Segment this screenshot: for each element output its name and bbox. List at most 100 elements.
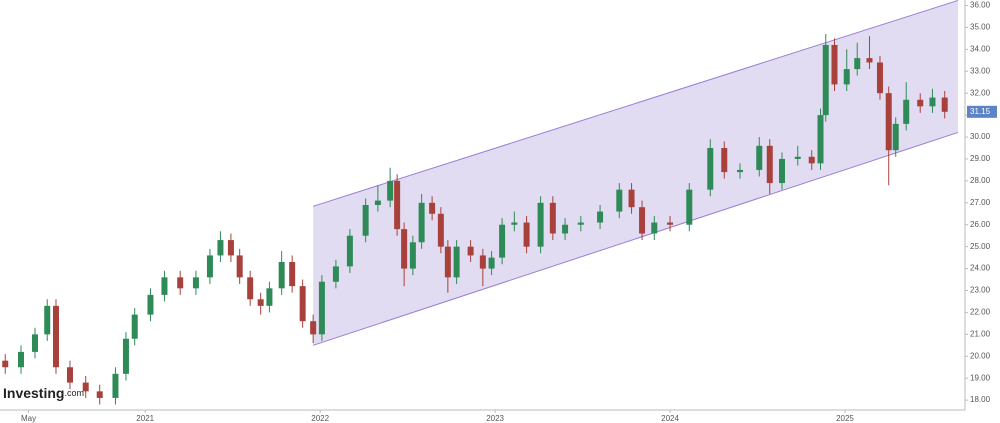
logo-suffix: .com [64,388,84,398]
candle-body [794,156,801,159]
y-tick-label: 28.00 [970,176,991,185]
candle-body [96,391,103,398]
channel-upper-line [313,0,959,207]
candle-body [831,44,838,85]
candle-body [346,235,353,267]
candle-body [903,99,910,124]
candle-body [885,93,892,151]
candle-body [756,145,763,170]
candle-body [418,202,425,243]
candle-body [17,351,24,368]
candle-body [537,202,544,247]
candle-body [479,255,486,269]
candle-body [876,62,883,94]
y-tick-label: 22.00 [970,308,991,317]
candle-body [707,147,714,190]
candle-body [227,240,234,256]
candle-body [577,222,584,225]
x-tick-label: May [21,414,36,423]
candle-body [217,240,224,256]
candle-body [639,207,646,234]
y-tick-label: 24.00 [970,264,991,273]
candle-body [236,255,243,278]
candle-body [941,97,948,112]
x-tick-label: 2022 [311,414,329,423]
candle-body [651,222,658,234]
candle-body [192,277,199,289]
candle-body [808,156,815,164]
y-tick-label: 29.00 [970,154,991,163]
y-tick-label: 18.00 [970,395,991,404]
candle-body [131,314,138,339]
candle-body [266,288,273,306]
candle-body [52,305,59,368]
y-tick-label: 27.00 [970,198,991,207]
candle-body [2,360,9,368]
y-tick-label: 32.00 [970,88,991,97]
y-tick-label: 19.00 [970,373,991,382]
candle-body [444,246,451,278]
y-tick-label: 35.00 [970,23,991,32]
y-tick-label: 33.00 [970,66,991,75]
candle-body [112,373,119,398]
candle-body [299,286,306,322]
candle-body [394,180,401,230]
x-tick-label: 2023 [486,414,504,423]
candle-body [779,158,786,184]
y-tick-label: 20.00 [970,351,991,360]
candle-body [562,224,569,234]
candle-body [917,99,924,107]
channel-area [313,0,959,346]
x-tick-label: 2024 [661,414,679,423]
y-tick-label: 36.00 [970,1,991,10]
x-tick-label: 2021 [136,414,154,423]
candle-body [616,189,623,212]
candle-body [122,338,129,374]
candle-body [257,299,264,306]
logo: Investing.com [3,385,84,401]
candle-body [892,123,899,151]
candle-body [66,367,73,383]
y-tick-label: 26.00 [970,220,991,229]
candle-body [597,211,604,223]
candle-body [686,189,693,225]
candle-body [374,200,381,205]
candle-body [147,294,154,315]
candle-body [362,205,369,236]
candle-body [332,266,339,282]
candle-body [206,255,213,278]
candle-body [161,277,168,295]
candle-body [429,202,436,214]
candle-body [523,222,530,247]
candle-body [766,145,773,184]
channel-lower-line [312,131,959,346]
candle-body [817,115,824,164]
candle-body [401,229,408,269]
candle-body [177,277,184,289]
candle-body [387,180,394,201]
candle-body [82,382,89,392]
candle-body [409,242,416,269]
candle-body [437,213,444,247]
candle-body [467,246,474,256]
logo-text: Investing [3,385,64,401]
y-tick-label: 30.00 [970,132,991,141]
y-tick-label: 21.00 [970,329,991,338]
y-tick-label: 25.00 [970,242,991,251]
y-tick-label: 23.00 [970,286,991,295]
candle-body [721,147,728,173]
last-price-badge [967,105,997,118]
candle-body [247,277,254,300]
candle-body [822,44,829,116]
candle-body [929,97,936,107]
candle-body [278,262,285,289]
candle-body [289,262,296,287]
candle-body [667,222,674,225]
candle-body [843,69,850,85]
candle-body [866,58,873,63]
candle-body [318,281,325,335]
last-price-label: 31.15 [970,107,991,116]
candle-body [499,224,506,258]
candle-body [31,334,38,352]
